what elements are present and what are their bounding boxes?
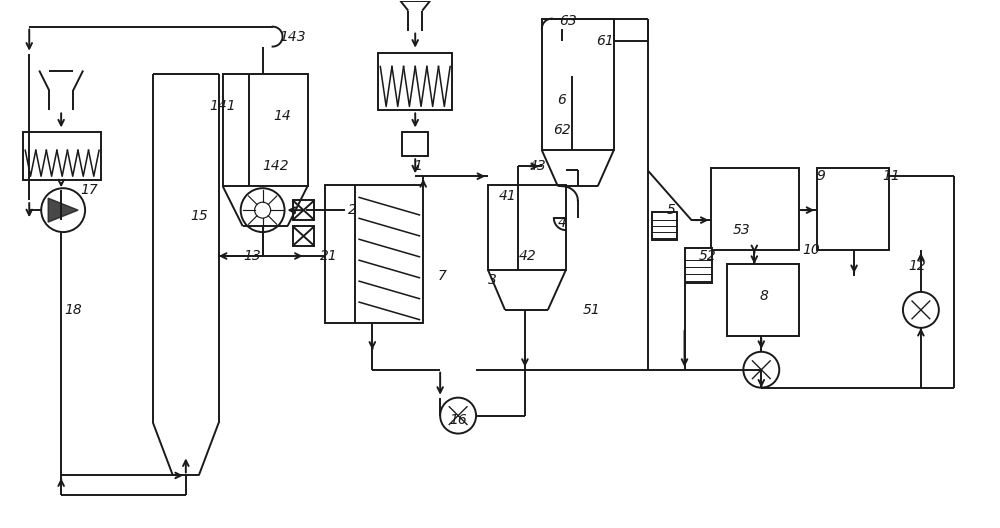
Text: 16: 16 (449, 412, 467, 427)
Text: 141: 141 (209, 99, 236, 114)
Bar (402, 133, 428, 156)
Text: 143: 143 (279, 30, 306, 44)
Text: 13: 13 (244, 249, 262, 263)
Text: 51: 51 (583, 303, 601, 317)
Text: 10: 10 (802, 243, 820, 257)
Text: 21: 21 (320, 249, 337, 263)
Text: 8: 8 (760, 289, 769, 303)
Text: 62: 62 (553, 124, 571, 137)
Bar (378, 53, 452, 110)
Bar (23, 133, 101, 180)
Text: 42: 42 (519, 249, 537, 263)
Text: 18: 18 (64, 303, 82, 317)
Text: 15: 15 (190, 209, 208, 223)
Text: 53: 53 (732, 223, 750, 237)
Bar (817, 168, 889, 250)
Text: 41: 41 (499, 189, 517, 203)
Text: 12: 12 (908, 259, 926, 273)
Bar (652, 212, 677, 240)
Text: 11: 11 (882, 169, 900, 183)
Text: 43: 43 (529, 159, 547, 173)
Text: 1: 1 (414, 159, 423, 173)
Text: 2: 2 (348, 203, 357, 217)
Bar (542, 18, 614, 150)
Bar (223, 74, 308, 186)
Bar (711, 168, 799, 250)
Bar (293, 226, 314, 246)
Text: 6: 6 (557, 93, 566, 107)
Bar (293, 200, 314, 220)
Bar (727, 264, 799, 336)
Bar (325, 185, 423, 323)
Text: 61: 61 (596, 34, 614, 48)
Bar (488, 185, 566, 270)
Bar (685, 248, 712, 283)
Text: 52: 52 (699, 249, 716, 263)
Text: 63: 63 (559, 14, 577, 27)
Text: 14: 14 (274, 109, 291, 124)
Text: 7: 7 (438, 269, 447, 283)
Text: 5: 5 (667, 203, 676, 217)
Text: 4: 4 (557, 216, 566, 230)
Text: 9: 9 (817, 169, 826, 183)
Text: 3: 3 (488, 273, 496, 287)
Text: 142: 142 (262, 159, 289, 173)
Text: 17: 17 (80, 183, 98, 197)
Polygon shape (48, 198, 78, 222)
